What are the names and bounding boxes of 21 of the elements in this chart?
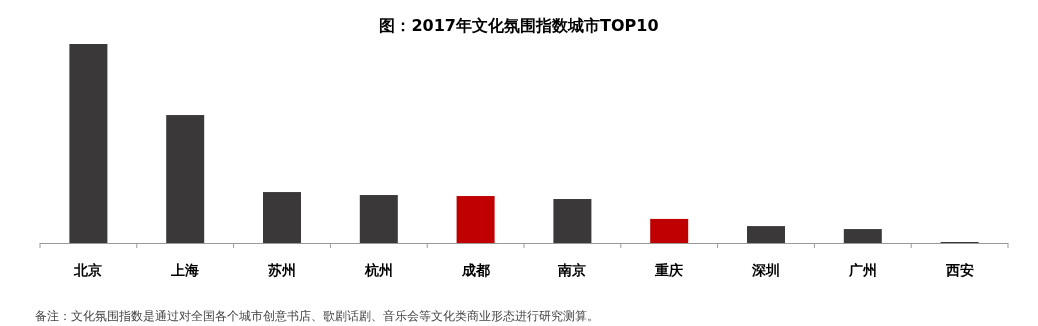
x-tick-label: 深圳 [751, 262, 780, 278]
bar [69, 44, 108, 243]
text: 备注：文化氛围指数是通过对全国各个城市创意书店、歌剧话剧、音乐会等文化类商业形态进行研究测算。 [35, 309, 599, 323]
x-tick-label: 上海 [170, 262, 200, 278]
bar [359, 195, 398, 243]
bar [843, 229, 882, 243]
x-tick-label: 成都 [460, 262, 490, 278]
x-tick-label: 杭州 [363, 262, 393, 278]
x-tick-label: 南京 [557, 262, 587, 278]
bar [747, 226, 785, 243]
bar [263, 192, 301, 243]
bar [166, 115, 205, 243]
bar [553, 199, 592, 243]
x-tick-label: 北京 [73, 262, 103, 278]
x-tick-label: 苏州 [267, 262, 296, 278]
chart-title: 图：2017年文化氛围指数城市TOP10 [379, 16, 659, 35]
x-tick-label: 西安 [944, 262, 974, 278]
x-tick-label: 广州 [847, 262, 877, 278]
x-tick-label: 重庆 [654, 262, 684, 278]
bar [650, 218, 689, 243]
bar [456, 196, 495, 243]
